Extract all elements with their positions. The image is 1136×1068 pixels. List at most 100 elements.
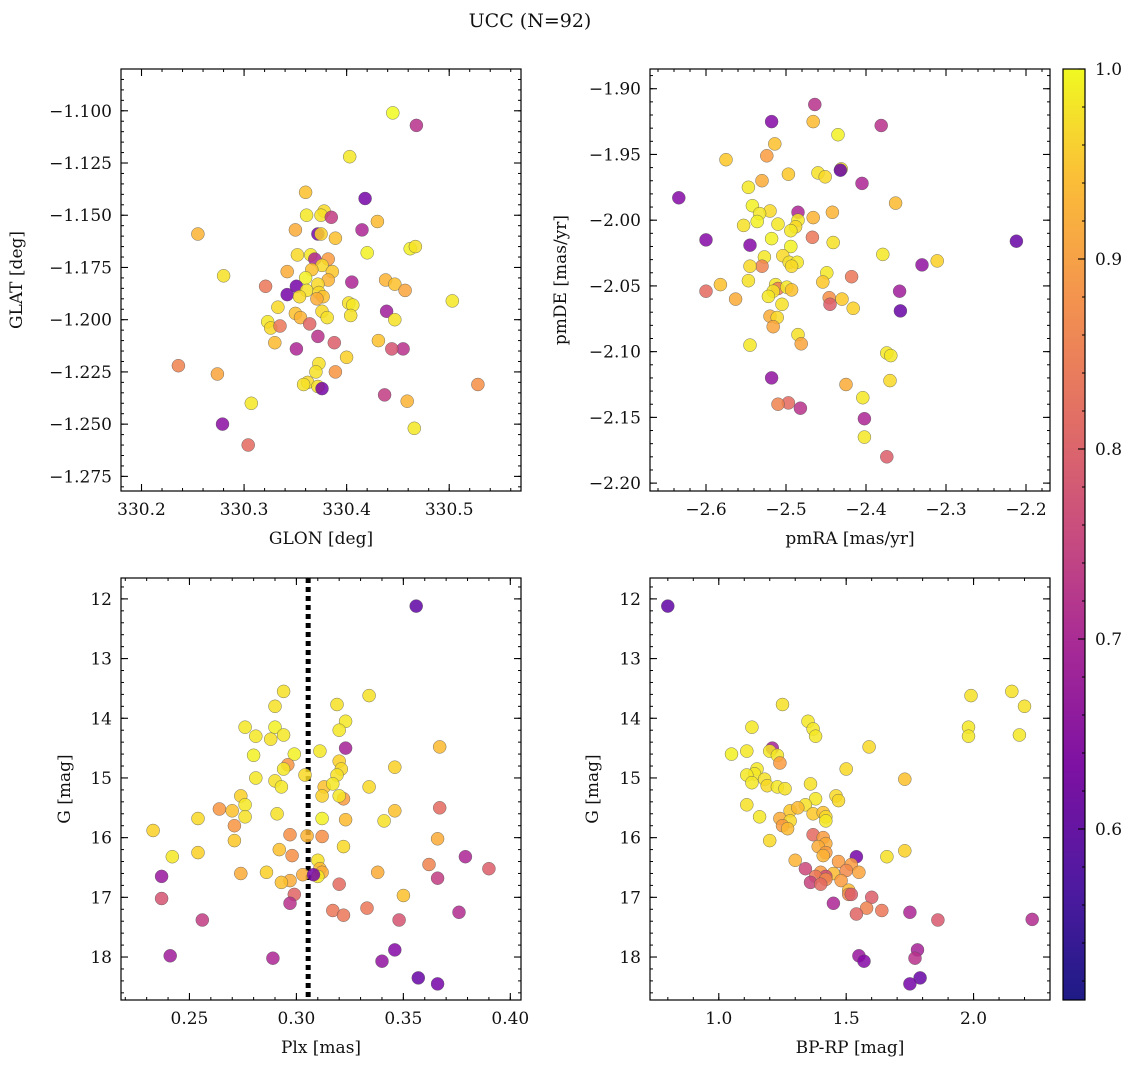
x-tick-label: 0.40 — [491, 1009, 529, 1029]
data-point — [452, 905, 466, 919]
y-tick-label: 17 — [90, 888, 112, 908]
data-point — [288, 223, 303, 237]
data-point — [407, 421, 421, 435]
data-point — [818, 170, 832, 184]
data-point — [752, 810, 767, 824]
y-tick-label: −1.90 — [589, 80, 641, 100]
data-point — [268, 720, 282, 734]
data-point — [165, 850, 180, 864]
data-point — [876, 247, 890, 262]
y-tick-label: 16 — [619, 829, 641, 849]
data-point — [210, 367, 225, 381]
x-axis-label: pmRA [mas/yr] — [785, 529, 914, 549]
y-tick-label: 15 — [90, 769, 112, 789]
data-point — [913, 971, 927, 985]
scatter-panel-2: −2.6 −2.5 −2.4 −2.3 −2.2 −1.90 −1.95 −2.00 −2.05… — [551, 68, 1051, 549]
scatter-panel-4: 1.0 1.5 2.0 12 13 14 15 16 17 18 BP-RP [mag] G [mag… — [583, 577, 1051, 1058]
data-point — [225, 804, 239, 818]
data-point — [280, 264, 294, 279]
y-tick-label: −1.95 — [589, 145, 641, 165]
data-point — [784, 283, 799, 297]
scatter-panel-1: 330.2 330.3 330.4 330.5 −1.100 −1.125 −1.150 −1… — [7, 68, 522, 549]
data-point — [271, 300, 285, 314]
colorbar-gradient — [1062, 68, 1086, 1001]
data-point — [249, 771, 263, 785]
data-point — [791, 801, 805, 815]
plot-frame — [120, 68, 522, 492]
data-point — [355, 223, 369, 237]
data-point — [471, 377, 485, 392]
data-point — [328, 231, 343, 245]
data-point — [775, 297, 789, 311]
data-point — [336, 908, 351, 922]
data-point — [433, 801, 447, 815]
data-point — [146, 823, 160, 838]
data-point — [755, 259, 769, 273]
data-point — [764, 371, 779, 385]
data-point — [315, 829, 329, 844]
data-point — [264, 732, 278, 746]
data-point — [332, 877, 346, 891]
data-point — [398, 283, 412, 298]
data-point — [833, 163, 848, 177]
plot-frame — [120, 577, 522, 1001]
colorbar-tick-label: 0.6 — [1095, 820, 1122, 840]
data-point — [775, 697, 790, 712]
data-point — [743, 238, 757, 252]
data-point — [728, 292, 743, 306]
data-point — [764, 114, 779, 129]
data-point — [806, 114, 820, 129]
data-point — [408, 239, 423, 254]
x-tick-label: 330.5 — [425, 500, 474, 520]
colorbar-tick-label: 0.8 — [1095, 440, 1122, 460]
data-point — [379, 304, 394, 318]
data-point — [1005, 684, 1019, 699]
colorbar-tick-label: 0.7 — [1095, 630, 1122, 650]
data-point — [215, 417, 230, 431]
data-point — [422, 857, 436, 872]
data-point — [661, 599, 675, 613]
data-point — [306, 868, 321, 882]
data-point — [296, 377, 311, 392]
data-point — [788, 853, 802, 867]
data-point — [258, 279, 273, 293]
data-point — [862, 740, 876, 754]
data-point — [388, 277, 402, 291]
x-tick-label: 1.5 — [833, 1009, 860, 1029]
y-tick-label: −1.200 — [49, 311, 112, 331]
x-tick-label: −2.6 — [685, 500, 726, 520]
data-point — [360, 246, 374, 260]
data-point — [249, 729, 263, 743]
data-point — [743, 259, 757, 273]
data-point — [386, 106, 400, 120]
x-axis-label: GLON [deg] — [269, 529, 373, 549]
data-point — [857, 412, 872, 426]
y-tick-label: 17 — [619, 888, 641, 908]
data-point — [803, 777, 818, 791]
data-point — [808, 792, 823, 806]
data-point — [823, 297, 837, 311]
data-point — [719, 152, 733, 167]
data-point — [794, 337, 808, 351]
data-point — [808, 729, 823, 743]
data-point — [1017, 699, 1032, 713]
data-point — [839, 762, 853, 776]
data-point — [826, 896, 841, 910]
data-point — [360, 901, 374, 915]
data-point — [846, 301, 860, 315]
data-point — [326, 777, 340, 791]
data-point — [778, 782, 792, 796]
data-point — [371, 333, 386, 348]
data-point — [805, 230, 820, 245]
data-point — [268, 336, 282, 350]
data-point — [825, 205, 840, 220]
x-tick-label: −2.3 — [925, 500, 966, 520]
x-tick-label: 0.35 — [384, 1009, 422, 1029]
data-point — [898, 844, 912, 858]
x-tick-label: 330.4 — [322, 500, 371, 520]
data-point — [303, 317, 317, 331]
data-point — [276, 762, 291, 776]
x-axis-label: Plx [mas] — [281, 1038, 361, 1058]
data-point — [766, 320, 780, 334]
